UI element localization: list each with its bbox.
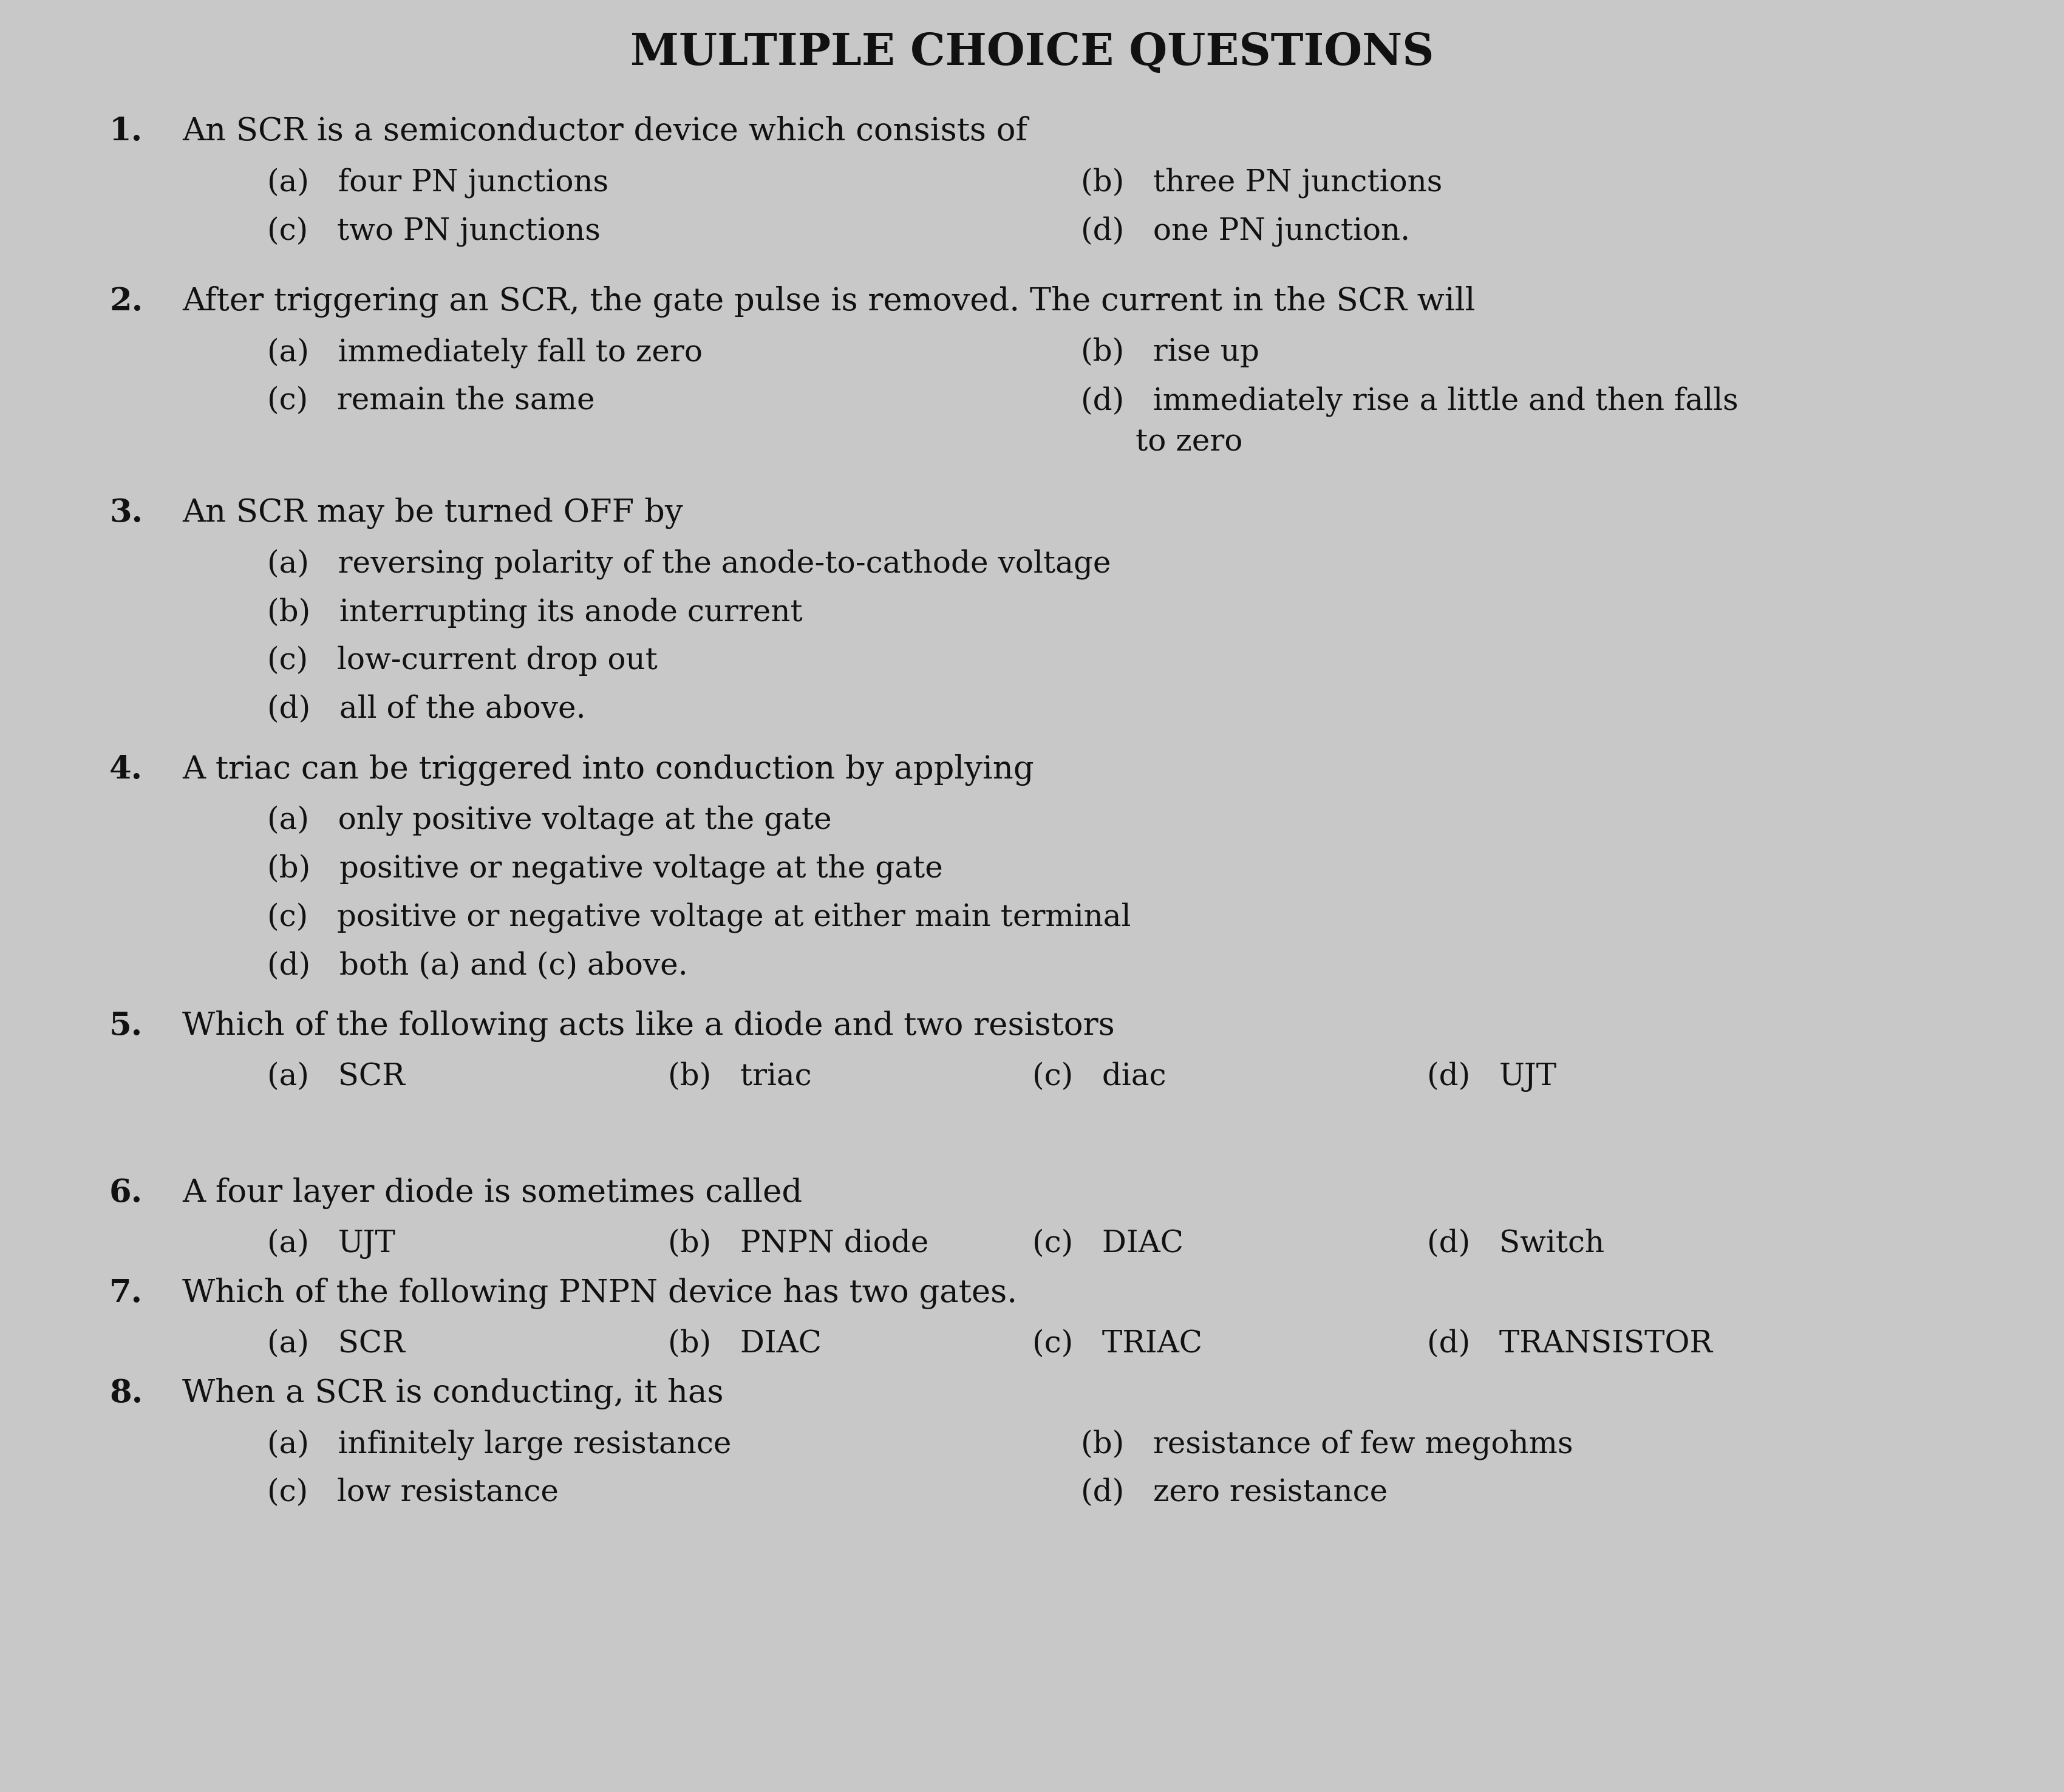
Text: (a)   immediately fall to zero: (a) immediately fall to zero (266, 337, 702, 367)
Text: (d)   both (a) and (c) above.: (d) both (a) and (c) above. (266, 952, 687, 982)
Text: A four layer diode is sometimes called: A four layer diode is sometimes called (182, 1177, 803, 1210)
Text: An SCR may be turned OFF by: An SCR may be turned OFF by (182, 498, 683, 529)
Text: When a SCR is conducting, it has: When a SCR is conducting, it has (182, 1378, 724, 1410)
Text: (d)   zero resistance: (d) zero resistance (1082, 1478, 1387, 1509)
Text: (a)   UJT: (a) UJT (266, 1229, 394, 1260)
Text: (a)   only positive voltage at the gate: (a) only positive voltage at the gate (266, 806, 832, 835)
Text: 2.: 2. (109, 287, 142, 317)
Text: (c)   remain the same: (c) remain the same (266, 387, 594, 416)
Text: Which of the following PNPN device has two gates.: Which of the following PNPN device has t… (182, 1278, 1018, 1310)
Text: 3.: 3. (109, 498, 142, 529)
Text: (d)   one PN junction.: (d) one PN junction. (1082, 217, 1410, 247)
Text: 5.: 5. (109, 1011, 142, 1041)
Text: After triggering an SCR, the gate pulse is removed. The current in the SCR will: After triggering an SCR, the gate pulse … (182, 287, 1476, 317)
Text: An SCR is a semiconductor device which consists of: An SCR is a semiconductor device which c… (182, 116, 1028, 147)
Text: 1.: 1. (109, 116, 142, 147)
Text: (b)   PNPN diode: (b) PNPN diode (669, 1229, 929, 1260)
Text: MULTIPLE CHOICE QUESTIONS: MULTIPLE CHOICE QUESTIONS (630, 30, 1434, 73)
Text: (c)   two PN junctions: (c) two PN junctions (266, 217, 601, 247)
Text: (d)   UJT: (d) UJT (1426, 1063, 1556, 1091)
Text: (d)   Switch: (d) Switch (1426, 1229, 1604, 1260)
Text: (b)   rise up: (b) rise up (1082, 337, 1259, 367)
Text: (b)   triac: (b) triac (669, 1063, 811, 1091)
Text: 7.: 7. (109, 1278, 142, 1308)
Text: (c)   TRIAC: (c) TRIAC (1032, 1330, 1203, 1360)
Text: 8.: 8. (109, 1378, 142, 1409)
Text: to zero: to zero (1135, 428, 1243, 457)
Text: (b)   positive or negative voltage at the gate: (b) positive or negative voltage at the … (266, 855, 943, 885)
Text: (c)   diac: (c) diac (1032, 1063, 1166, 1091)
Text: (b)   three PN junctions: (b) three PN junctions (1082, 168, 1443, 197)
Text: A triac can be triggered into conduction by applying: A triac can be triggered into conduction… (182, 754, 1034, 785)
Text: (a)   SCR: (a) SCR (266, 1330, 405, 1360)
Text: (d)   all of the above.: (d) all of the above. (266, 695, 586, 724)
Text: (b)   DIAC: (b) DIAC (669, 1330, 821, 1360)
Text: (d)   immediately rise a little and then falls: (d) immediately rise a little and then f… (1082, 387, 1738, 416)
Text: (c)   positive or negative voltage at either main terminal: (c) positive or negative voltage at eith… (266, 903, 1131, 934)
Text: 4.: 4. (109, 754, 142, 785)
Text: (a)   infinitely large resistance: (a) infinitely large resistance (266, 1430, 731, 1460)
Text: (a)   SCR: (a) SCR (266, 1063, 405, 1091)
Text: (b)   interrupting its anode current: (b) interrupting its anode current (266, 597, 803, 627)
Text: Which of the following acts like a diode and two resistors: Which of the following acts like a diode… (182, 1011, 1115, 1041)
Text: (d)   TRANSISTOR: (d) TRANSISTOR (1426, 1330, 1713, 1360)
Text: (a)   four PN junctions: (a) four PN junctions (266, 168, 609, 197)
Text: (c)   low resistance: (c) low resistance (266, 1478, 559, 1509)
Text: (b)   resistance of few megohms: (b) resistance of few megohms (1082, 1430, 1573, 1460)
Text: (a)   reversing polarity of the anode-to-cathode voltage: (a) reversing polarity of the anode-to-c… (266, 548, 1110, 579)
Text: (c)   low-current drop out: (c) low-current drop out (266, 647, 658, 676)
Text: (c)   DIAC: (c) DIAC (1032, 1229, 1183, 1260)
Text: 6.: 6. (109, 1177, 142, 1208)
